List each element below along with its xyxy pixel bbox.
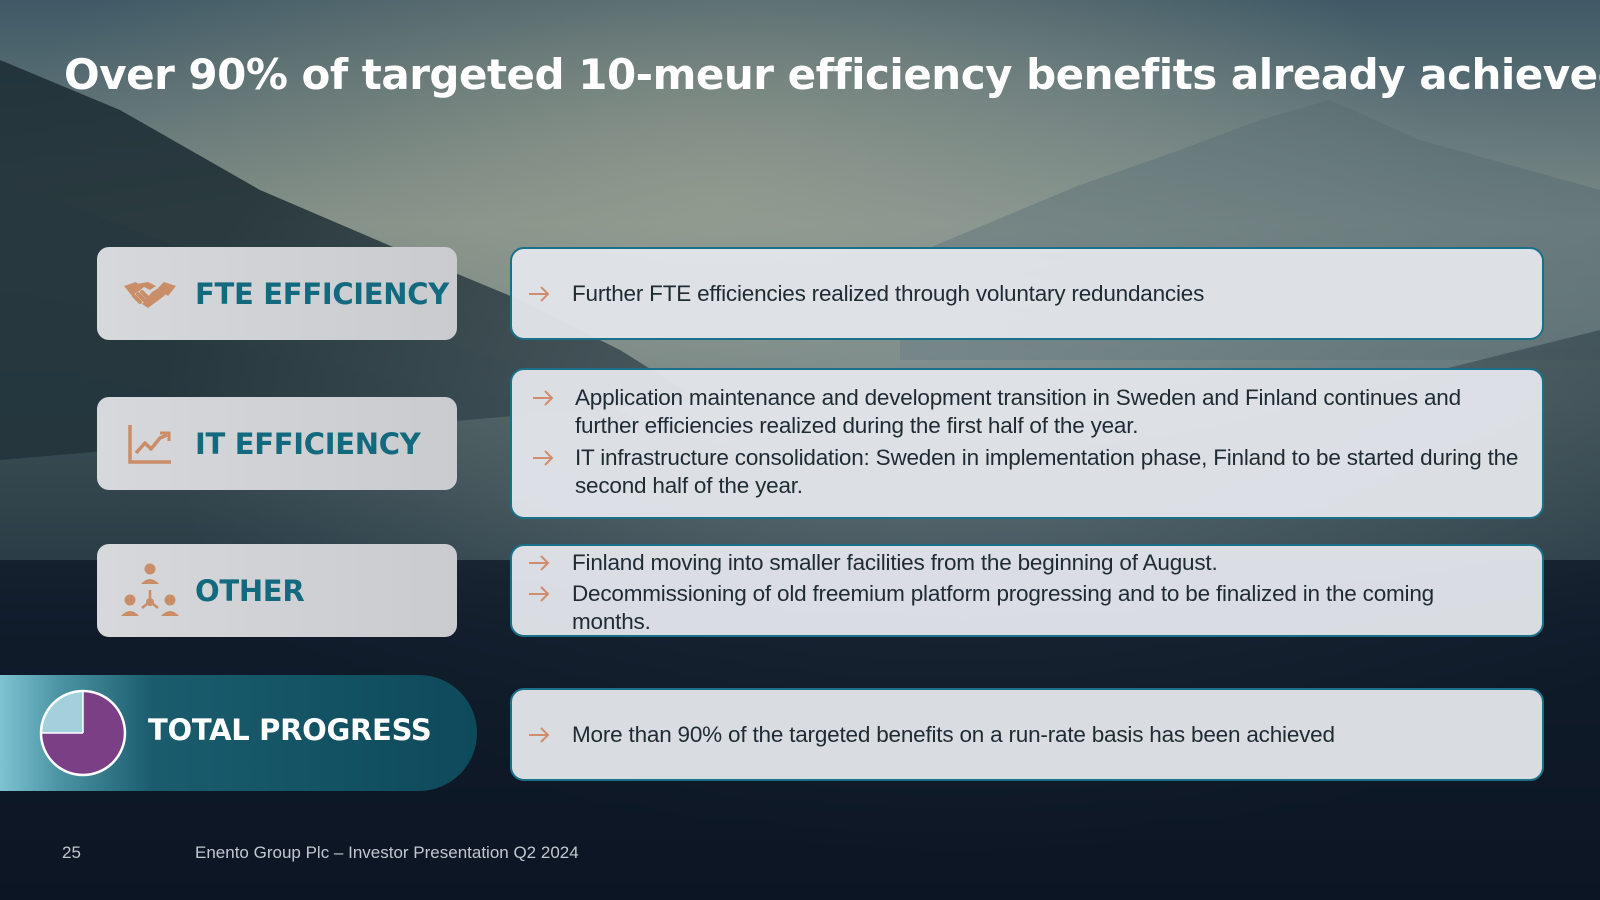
total-progress-banner: TOTAL PROGRESS bbox=[0, 675, 477, 791]
page-number: 25 bbox=[62, 843, 81, 862]
total-progress-label: TOTAL PROGRESS bbox=[148, 713, 432, 747]
arrow-right-icon bbox=[533, 450, 554, 466]
bullet-text: IT infrastructure consolidation: Sweden … bbox=[575, 445, 1519, 498]
pie-progress-icon bbox=[39, 689, 127, 777]
bullet-text: Decommissioning of old freemium platform… bbox=[572, 581, 1434, 634]
arrow-right-icon bbox=[529, 727, 550, 743]
bullet-text: Application maintenance and development … bbox=[575, 385, 1461, 438]
it-efficiency-panel: Application maintenance and development … bbox=[510, 368, 1544, 519]
bullet-text: Further FTE efficiencies realized throug… bbox=[572, 281, 1205, 306]
arrow-right-icon bbox=[533, 390, 554, 406]
footer-text: Enento Group Plc – Investor Presentation… bbox=[195, 843, 579, 862]
category-other: OTHER bbox=[97, 544, 457, 637]
fte-efficiency-panel: Further FTE efficiencies realized throug… bbox=[510, 247, 1544, 340]
category-label: FTE EFFICIENCY bbox=[195, 276, 449, 311]
other-panel: Finland moving into smaller facilities f… bbox=[510, 544, 1544, 637]
category-label: OTHER bbox=[195, 573, 305, 608]
category-label: IT EFFICIENCY bbox=[195, 426, 421, 461]
people-network-icon bbox=[119, 563, 181, 616]
arrow-right-icon bbox=[529, 586, 550, 602]
bullet-text: More than 90% of the targeted benefits o… bbox=[572, 722, 1335, 747]
slide-title: Over 90% of targeted 10-meur efficiency … bbox=[64, 50, 1600, 99]
total-progress-panel: More than 90% of the targeted benefits o… bbox=[510, 688, 1544, 781]
category-it-efficiency: IT EFFICIENCY bbox=[97, 397, 457, 490]
category-fte-efficiency: FTE EFFICIENCY bbox=[97, 247, 457, 340]
arrow-right-icon bbox=[529, 286, 550, 302]
arrow-right-icon bbox=[529, 555, 550, 571]
handshake-icon bbox=[119, 269, 181, 319]
bullet-text: Finland moving into smaller facilities f… bbox=[572, 550, 1218, 575]
trend-chart-icon bbox=[119, 419, 181, 469]
